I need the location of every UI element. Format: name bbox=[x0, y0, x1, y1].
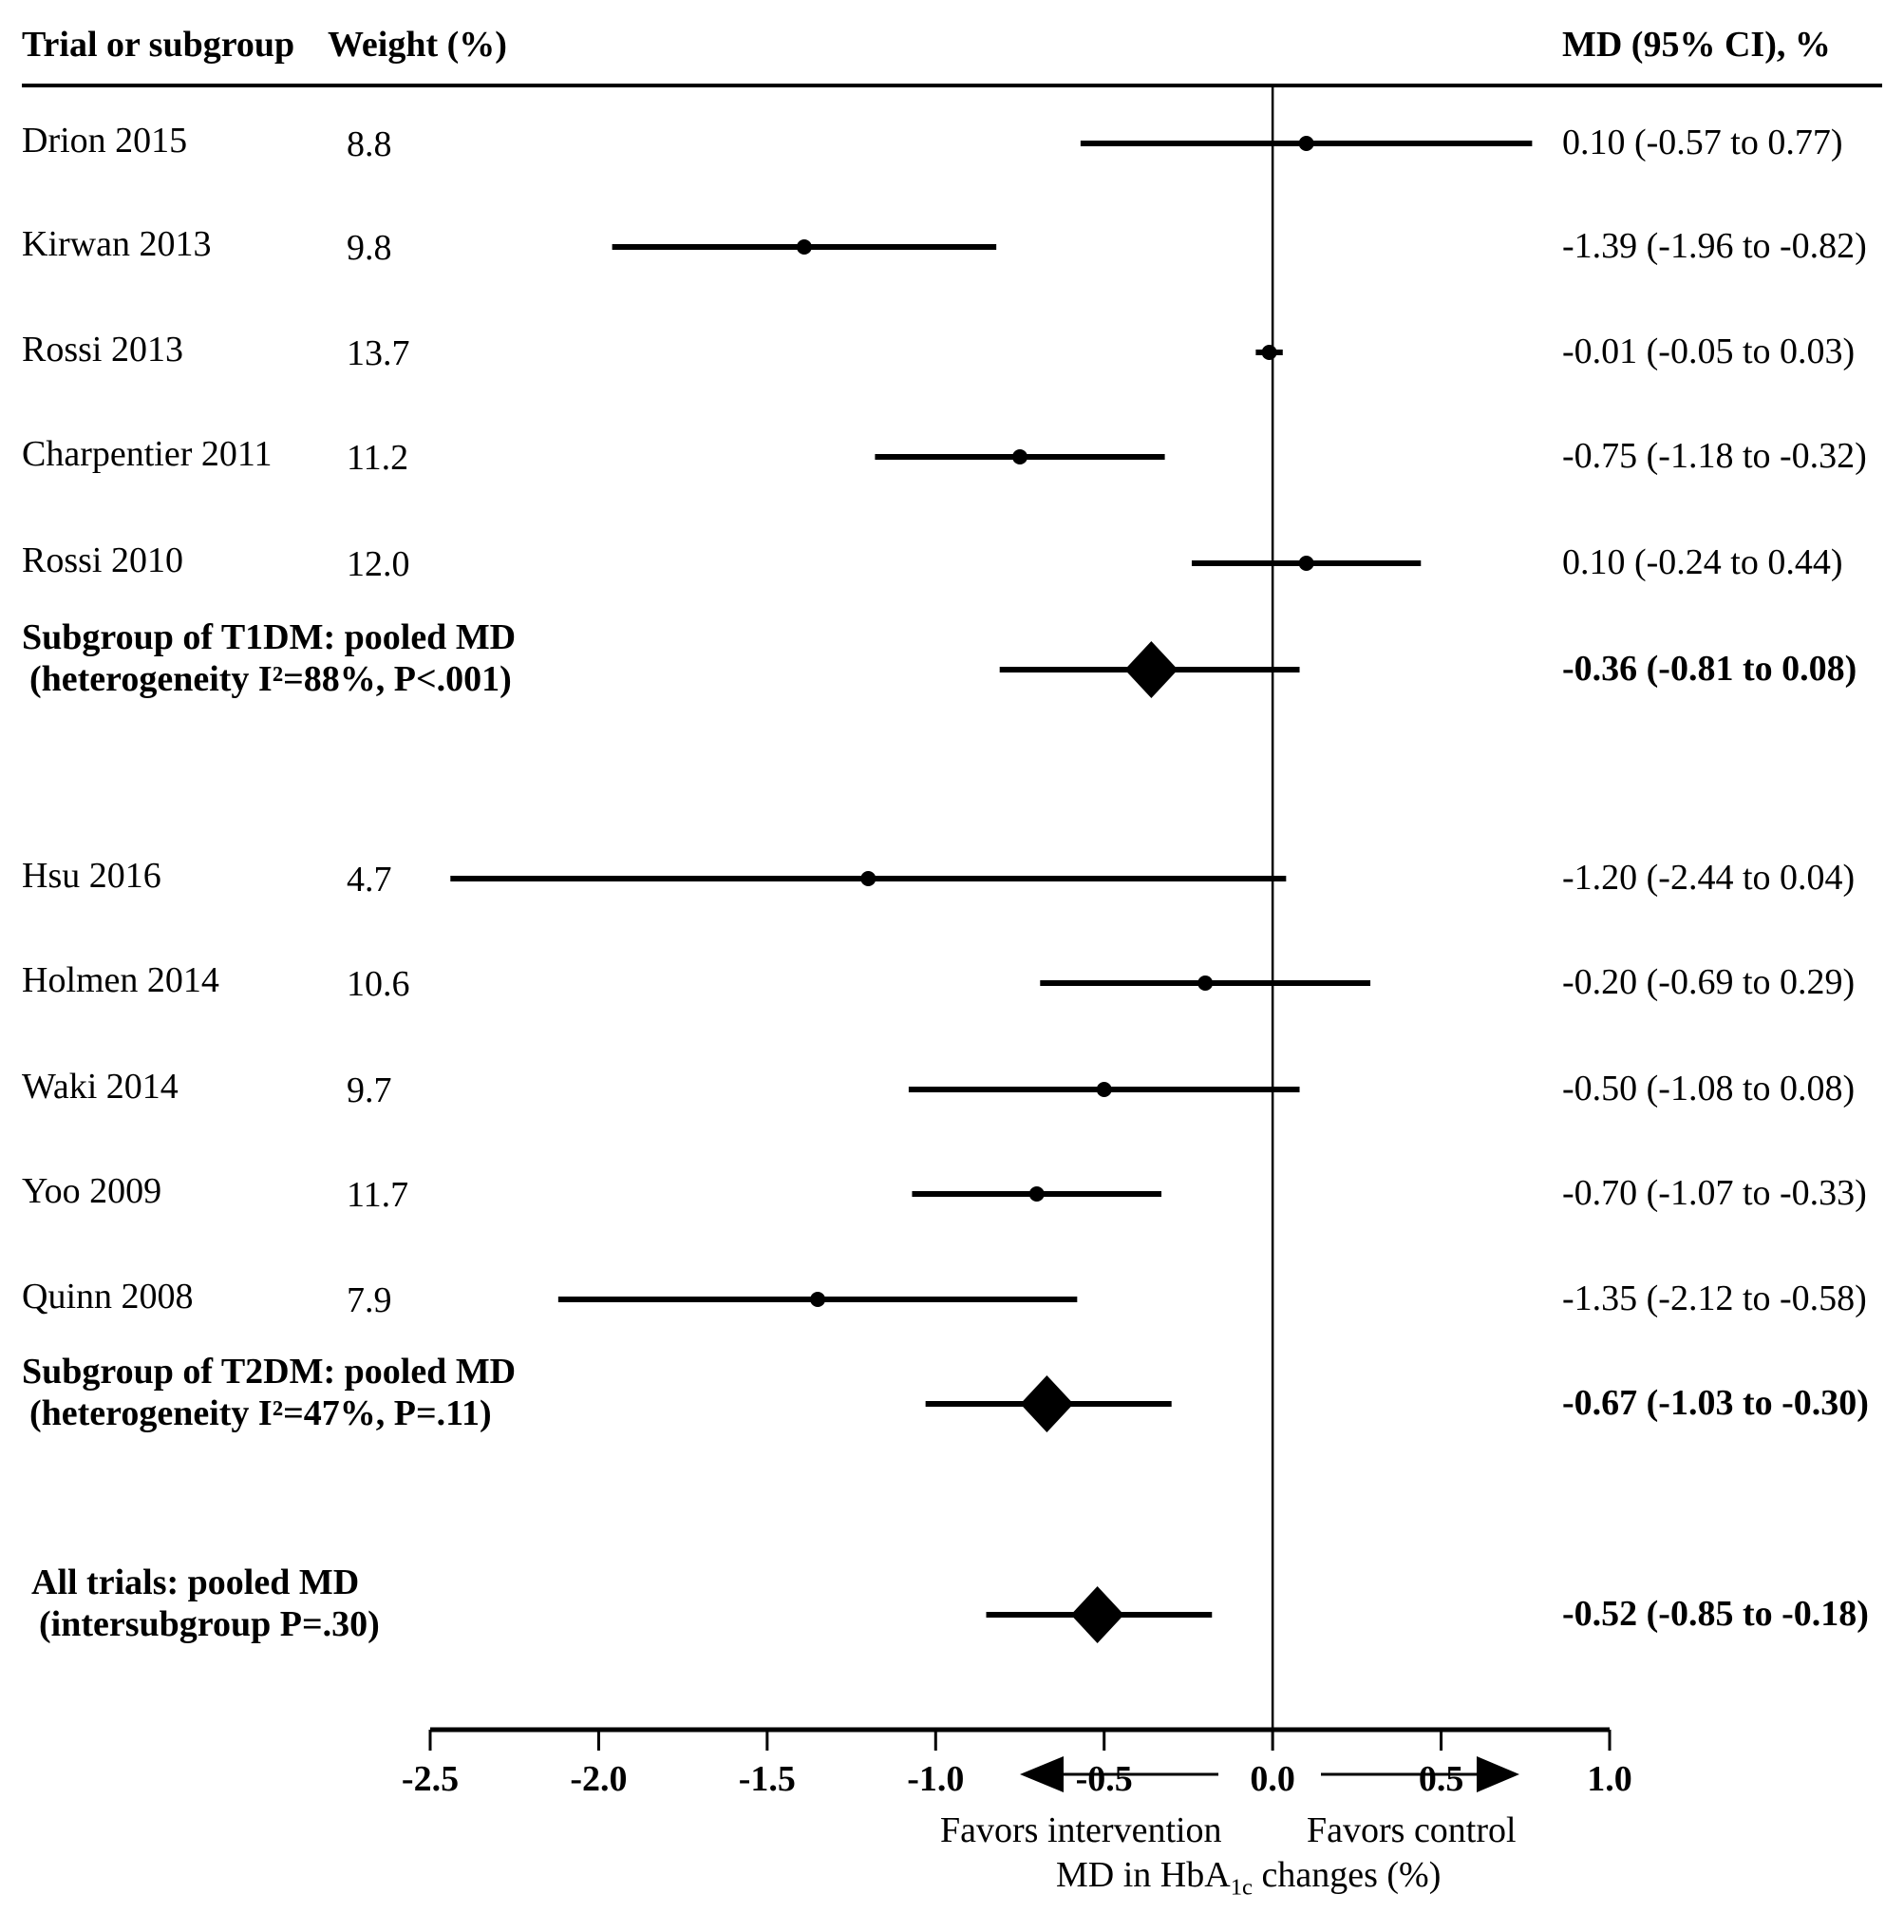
point-estimate bbox=[1096, 1082, 1112, 1097]
study-weight: 7.9 bbox=[347, 1280, 392, 1320]
study-weight: 4.7 bbox=[347, 860, 392, 900]
md-ci-label: -0.67 (-1.03 to -0.30) bbox=[1562, 1383, 1869, 1423]
study-weight: 11.2 bbox=[347, 438, 409, 478]
md-ci-label: -0.70 (-1.07 to -0.33) bbox=[1562, 1173, 1867, 1213]
x-tick-label: -2.5 bbox=[402, 1759, 459, 1799]
pooled-diamond bbox=[1070, 1586, 1124, 1643]
md-ci-label: -0.20 (-0.69 to 0.29) bbox=[1562, 962, 1856, 1002]
point-estimate bbox=[1298, 556, 1314, 571]
md-ci-label: -0.75 (-1.18 to -0.32) bbox=[1562, 436, 1867, 476]
favors-intervention-label: Favors intervention bbox=[940, 1810, 1222, 1850]
study-name: Drion 2015 bbox=[22, 121, 188, 161]
study-name: Quinn 2008 bbox=[22, 1277, 194, 1316]
study-weight: 9.8 bbox=[347, 228, 392, 268]
study-name: Waki 2014 bbox=[22, 1067, 179, 1107]
point-estimate bbox=[1197, 975, 1214, 991]
point-estimate bbox=[1261, 345, 1277, 360]
x-tick-label: 0.0 bbox=[1250, 1759, 1295, 1799]
x-tick-label: -1.0 bbox=[907, 1759, 964, 1799]
header-weight: Weight (%) bbox=[328, 25, 507, 65]
x-tick-label: 1.0 bbox=[1587, 1759, 1632, 1799]
md-ci-label: 0.10 (-0.24 to 0.44) bbox=[1562, 542, 1843, 582]
pooled-label: All trials: pooled MD (intersubgroup P=.3… bbox=[31, 1563, 380, 1644]
study-weight: 10.6 bbox=[347, 964, 410, 1004]
study-weight: 13.7 bbox=[347, 333, 410, 373]
study-weight: 11.7 bbox=[347, 1175, 409, 1215]
x-axis-label: MD in HbA1c changes (%) bbox=[1056, 1855, 1442, 1901]
favors-control-arrow-icon bbox=[1477, 1756, 1519, 1792]
favors-intervention-arrow-icon bbox=[1020, 1756, 1064, 1792]
md-ci-label: -0.01 (-0.05 to 0.03) bbox=[1562, 331, 1856, 371]
study-name: Rossi 2010 bbox=[22, 540, 183, 580]
study-weight: 8.8 bbox=[347, 124, 392, 164]
pooled-diamond bbox=[1124, 641, 1178, 698]
favors-control-label: Favors control bbox=[1307, 1810, 1517, 1850]
md-ci-label: -0.52 (-0.85 to -0.18) bbox=[1562, 1594, 1869, 1634]
study-name: Rossi 2013 bbox=[22, 330, 183, 369]
x-tick-label: -2.0 bbox=[570, 1759, 627, 1799]
study-name: Holmen 2014 bbox=[22, 960, 219, 1000]
x-tick-label: -1.5 bbox=[739, 1759, 796, 1799]
pooled-diamond bbox=[1020, 1375, 1074, 1432]
study-name: Kirwan 2013 bbox=[22, 224, 212, 264]
md-ci-label: -1.20 (-2.44 to 0.04) bbox=[1562, 858, 1856, 898]
point-estimate bbox=[810, 1292, 826, 1307]
header-md: MD (95% CI), % bbox=[1562, 25, 1831, 65]
study-name: Hsu 2016 bbox=[22, 856, 161, 896]
study-name: Yoo 2009 bbox=[22, 1171, 162, 1211]
md-ci-label: -1.39 (-1.96 to -0.82) bbox=[1562, 226, 1867, 266]
md-ci-label: -0.36 (-0.81 to 0.08) bbox=[1562, 649, 1857, 689]
pooled-label: Subgroup of T2DM: pooled MD (heterogeneit… bbox=[22, 1352, 517, 1433]
point-estimate bbox=[1028, 1186, 1045, 1202]
header-trial: Trial or subgroup bbox=[22, 25, 295, 65]
study-name: Charpentier 2011 bbox=[22, 434, 273, 474]
md-ci-label: -1.35 (-2.12 to -0.58) bbox=[1562, 1279, 1867, 1318]
point-estimate bbox=[860, 871, 877, 886]
md-ci-label: 0.10 (-0.57 to 0.77) bbox=[1562, 123, 1843, 162]
x-tick-label: -0.5 bbox=[1076, 1759, 1133, 1799]
study-weight: 9.7 bbox=[347, 1070, 392, 1110]
point-estimate bbox=[796, 239, 812, 255]
md-ci-label: -0.50 (-1.08 to 0.08) bbox=[1562, 1069, 1856, 1108]
pooled-label: Subgroup of T1DM: pooled MD (heterogeneit… bbox=[22, 617, 517, 699]
x-tick-label: 0.5 bbox=[1419, 1759, 1464, 1799]
point-estimate bbox=[1298, 136, 1314, 151]
point-estimate bbox=[1012, 449, 1027, 464]
study-weight: 12.0 bbox=[347, 544, 410, 584]
